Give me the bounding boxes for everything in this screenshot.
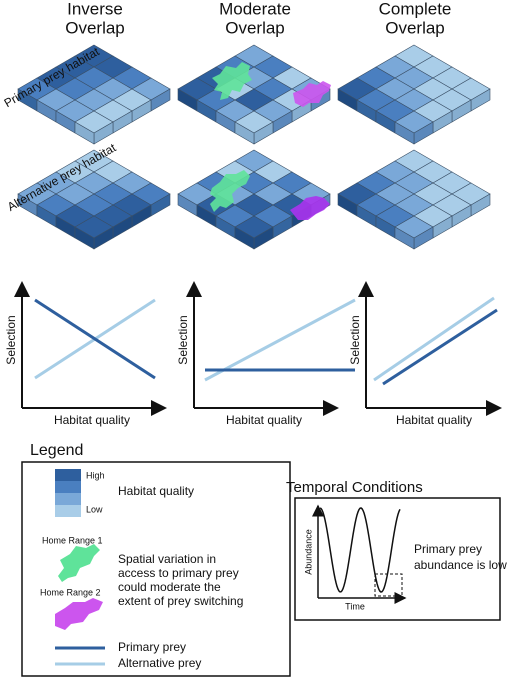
scale-low: Low — [86, 504, 103, 514]
column-title: Overlap — [225, 18, 285, 37]
grid-cell — [74, 121, 95, 145]
y-axis-label: Selection — [348, 315, 362, 364]
grid-cell — [74, 226, 95, 250]
home-range-text: Spatial variation in — [118, 552, 216, 566]
home-range-1-icon — [58, 544, 100, 582]
grid-cell — [234, 226, 255, 250]
home-range-2 — [293, 81, 331, 107]
home-range-2-icon — [55, 598, 103, 630]
legend-alternative: Alternative prey — [118, 656, 201, 670]
column-title: Moderate — [219, 0, 291, 18]
primary-line — [382, 308, 498, 386]
abundance-curve — [319, 507, 401, 593]
column-title: Overlap — [65, 18, 125, 37]
alternative-line — [373, 296, 495, 382]
legend-title: Legend — [30, 442, 83, 459]
temporal-note: Primary prey — [414, 542, 482, 556]
habitat-grids — [17, 44, 491, 250]
grid-cell — [234, 121, 255, 145]
x-axis-label: Habitat quality — [54, 413, 130, 427]
grid-cell — [394, 121, 415, 145]
home-range-2-label: Home Range 2 — [40, 587, 101, 597]
temporal-note: abundance is low — [414, 558, 507, 572]
legend-primary: Primary prey — [118, 640, 186, 654]
home-range-text: access to primary prey — [118, 566, 239, 580]
grid-cell — [394, 226, 415, 250]
legend-box — [21, 461, 291, 677]
home-range-1-label: Home Range 1 — [42, 535, 103, 545]
y-axis-label: Selection — [4, 315, 18, 364]
alternative-line — [204, 298, 356, 382]
scale-high: High — [86, 470, 105, 480]
column-title: Inverse — [67, 0, 123, 18]
x-axis-label: Habitat quality — [226, 413, 302, 427]
home-range-text: could moderate the — [118, 580, 221, 594]
primary-line — [34, 298, 156, 380]
y-axis-label: Selection — [176, 315, 190, 364]
home-range-1 — [210, 170, 250, 212]
home-range-2 — [290, 196, 330, 220]
column-title: Overlap — [385, 18, 445, 37]
x-axis-label: Habitat quality — [396, 413, 472, 427]
home-range-text: extent of prey switching — [118, 594, 243, 608]
scale-label: Habitat quality — [118, 484, 194, 498]
temporal-y-label: Abundance — [303, 529, 313, 575]
home-range-1 — [212, 62, 252, 100]
temporal-title: Temporal Conditions — [286, 479, 423, 496]
temporal-x-label: Time — [345, 601, 365, 611]
column-title: Complete — [379, 0, 452, 18]
temporal-box — [294, 497, 501, 621]
